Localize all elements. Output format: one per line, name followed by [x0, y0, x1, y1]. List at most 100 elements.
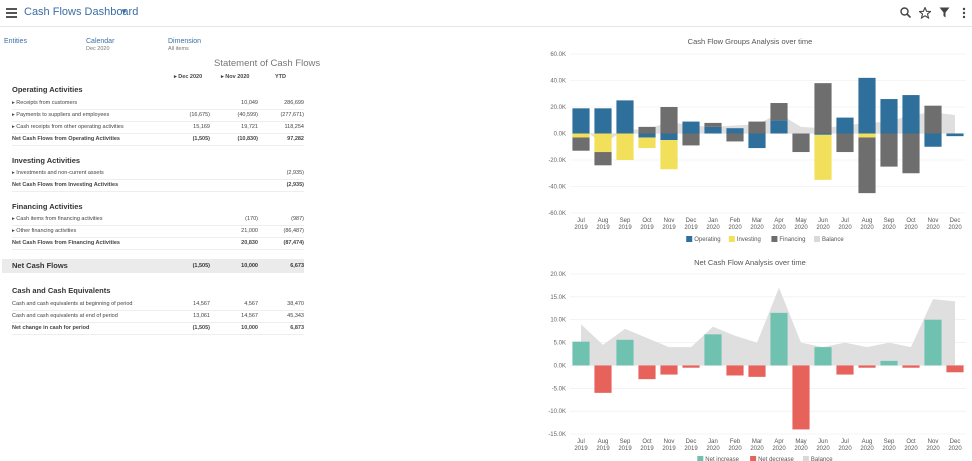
table-row[interactable]: Cash and cash equivalents at beginning o…	[12, 298, 304, 311]
x-tick-label: 2020	[750, 446, 764, 452]
x-tick-label: 2019	[618, 225, 632, 231]
bar-investing[interactable]	[638, 137, 656, 149]
bar-financing[interactable]	[836, 133, 854, 153]
bar-financing[interactable]	[726, 133, 744, 142]
table-row[interactable]: Cash and cash equivalents at end of peri…	[12, 310, 304, 323]
caret-down-icon[interactable]: ▼	[120, 7, 128, 16]
cell: (170)	[245, 216, 258, 222]
filter-entities[interactable]: Entities	[4, 38, 27, 46]
bar-financing[interactable]	[858, 137, 876, 194]
bar-net-increase[interactable]	[880, 360, 898, 366]
table-row[interactable]: ▸ Other financing activities 21,000 (86,48…	[12, 225, 304, 238]
legend-label[interactable]: Net increase	[705, 457, 739, 461]
bar-operating[interactable]	[814, 133, 832, 135]
bar-investing[interactable]	[594, 133, 612, 153]
bar-net-decrease[interactable]	[946, 365, 964, 373]
bar-financing[interactable]	[748, 121, 766, 134]
bar-operating[interactable]	[748, 133, 766, 149]
x-tick-label: Dec	[950, 218, 961, 224]
menu-icon[interactable]	[6, 8, 17, 18]
bar-net-increase[interactable]	[814, 347, 832, 366]
bar-net-decrease[interactable]	[638, 365, 656, 380]
bar-operating[interactable]	[770, 120, 788, 134]
bar-operating[interactable]	[726, 128, 744, 134]
bar-net-decrease[interactable]	[858, 365, 876, 368]
column-header-dec-2020[interactable]: ▸ Dec 2020	[174, 74, 203, 80]
bar-operating[interactable]	[572, 108, 590, 134]
bar-financing[interactable]	[880, 133, 898, 167]
bar-operating[interactable]	[594, 108, 612, 134]
bar-financing[interactable]	[902, 133, 920, 174]
bar-net-decrease[interactable]	[836, 365, 854, 375]
x-tick-label: 2020	[948, 446, 962, 452]
cash-flow-groups-chart[interactable]: 60.0K 40.0K 20.0K 0.0K -20.0K -40.0K -60.0K Jul…	[530, 46, 970, 248]
table-row[interactable]: ▸ Cash receipts from other operating act…	[12, 121, 304, 134]
bar-financing[interactable]	[704, 122, 722, 127]
bar-operating[interactable]	[902, 95, 920, 134]
bar-investing[interactable]	[660, 140, 678, 170]
bar-operating[interactable]	[704, 126, 722, 134]
legend-label[interactable]: Balance	[811, 457, 833, 461]
bar-net-decrease[interactable]	[682, 365, 700, 368]
bar-operating[interactable]	[616, 100, 634, 134]
bar-operating[interactable]	[946, 133, 964, 137]
bar-net-decrease[interactable]	[726, 365, 744, 376]
cell: 15,169	[193, 124, 210, 130]
bar-financing[interactable]	[814, 83, 832, 134]
bar-operating[interactable]	[924, 133, 942, 147]
bar-net-decrease[interactable]	[792, 365, 810, 430]
legend-label[interactable]: Net decrease	[758, 457, 794, 461]
star-icon[interactable]	[919, 7, 931, 19]
bar-financing[interactable]	[660, 107, 678, 134]
bar-investing[interactable]	[858, 133, 876, 138]
filter-icon[interactable]	[939, 7, 950, 18]
table-row[interactable]: ▸ Investments and non-current assets (2,9…	[12, 167, 304, 180]
bar-financing[interactable]	[594, 152, 612, 166]
x-tick-label: 2020	[794, 446, 808, 452]
table-row[interactable]: ▸ Receipts from customers 10,049 286,699	[12, 97, 304, 110]
bar-net-decrease[interactable]	[748, 365, 766, 377]
bar-investing[interactable]	[616, 133, 634, 161]
column-header-nov-2020[interactable]: ▸ Nov 2020	[221, 74, 250, 80]
bar-net-increase[interactable]	[616, 339, 634, 366]
bar-financing[interactable]	[924, 105, 942, 134]
bar-operating[interactable]	[880, 99, 898, 134]
table-row[interactable]: ▸ Payments to suppliers and employees (16…	[12, 109, 304, 122]
x-tick-label: 2019	[684, 225, 698, 231]
bar-financing[interactable]	[682, 133, 700, 146]
bar-financing[interactable]	[638, 126, 656, 134]
x-tick-label: Nov	[664, 218, 675, 224]
filter-dimension[interactable]: Dimension All items	[168, 38, 201, 52]
net-cash-flow-chart[interactable]: 20.0K 15.0K 10.0K 5.0K 0.0K -5.0K -10.0K -15.0K…	[530, 268, 970, 461]
bar-operating[interactable]	[682, 121, 700, 134]
bar-net-increase[interactable]	[704, 334, 722, 366]
bar-operating[interactable]	[638, 133, 656, 138]
x-tick-label: 2020	[772, 446, 786, 452]
cell: (16,675)	[189, 112, 211, 118]
chart-title: Cash Flow Groups Analysis over time	[687, 37, 813, 46]
y-tick-label: 20.0K	[550, 272, 566, 278]
bar-net-increase[interactable]	[770, 312, 788, 366]
bar-financing[interactable]	[572, 137, 590, 151]
bar-net-increase[interactable]	[572, 341, 590, 366]
filter-calendar[interactable]: Calendar Dec 2020	[86, 38, 114, 52]
bar-net-decrease[interactable]	[660, 365, 678, 375]
table-row[interactable]: ▸ Cash items from financing activities (1…	[12, 213, 304, 226]
bar-operating[interactable]	[858, 77, 876, 134]
bar-operating[interactable]	[836, 117, 854, 134]
legend-label[interactable]: Investing	[737, 237, 761, 243]
bar-operating[interactable]	[660, 133, 678, 141]
dashboard-title[interactable]: Cash Flows Dashboard	[24, 6, 139, 18]
legend-label[interactable]: Operating	[694, 237, 720, 243]
legend-label[interactable]: Financing	[779, 237, 805, 243]
bar-investing[interactable]	[572, 133, 590, 138]
bar-net-decrease[interactable]	[902, 365, 920, 368]
bar-net-increase[interactable]	[924, 319, 942, 366]
bar-investing[interactable]	[814, 134, 832, 180]
search-icon[interactable]	[900, 7, 911, 18]
bar-financing[interactable]	[792, 133, 810, 153]
more-vertical-icon[interactable]	[962, 7, 966, 19]
legend-label[interactable]: Balance	[822, 237, 844, 243]
bar-net-decrease[interactable]	[594, 365, 612, 393]
bar-financing[interactable]	[770, 103, 788, 121]
